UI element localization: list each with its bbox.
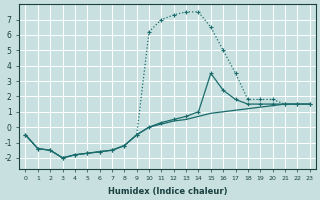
X-axis label: Humidex (Indice chaleur): Humidex (Indice chaleur) <box>108 187 227 196</box>
